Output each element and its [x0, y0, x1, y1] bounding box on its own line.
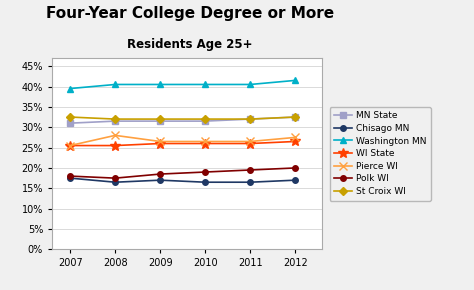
Chisago MN	[292, 178, 298, 182]
WI State	[112, 144, 118, 147]
Line: Polk WI: Polk WI	[67, 165, 298, 181]
WI State	[67, 144, 73, 147]
Washington MN	[202, 83, 208, 86]
St Croix WI	[67, 115, 73, 119]
Polk WI	[112, 176, 118, 180]
Line: MN State: MN State	[67, 114, 298, 126]
Polk WI	[157, 172, 163, 176]
Line: Chisago MN: Chisago MN	[67, 175, 298, 185]
WI State	[202, 142, 208, 145]
MN State	[157, 119, 163, 123]
MN State	[112, 119, 118, 123]
Washington MN	[247, 83, 253, 86]
St Croix WI	[202, 117, 208, 121]
Polk WI	[292, 166, 298, 170]
MN State	[292, 115, 298, 119]
Polk WI	[202, 170, 208, 174]
Pierce WI	[202, 140, 208, 143]
Washington MN	[67, 87, 73, 90]
WI State	[247, 142, 253, 145]
Chisago MN	[112, 180, 118, 184]
Line: Washington MN: Washington MN	[67, 77, 299, 92]
Line: St Croix WI: St Croix WI	[67, 114, 298, 122]
WI State	[292, 140, 298, 143]
Washington MN	[112, 83, 118, 86]
Washington MN	[157, 83, 163, 86]
Washington MN	[292, 79, 298, 82]
St Croix WI	[157, 117, 163, 121]
Text: Residents Age 25+: Residents Age 25+	[127, 38, 252, 51]
Pierce WI	[292, 136, 298, 139]
St Croix WI	[247, 117, 253, 121]
Pierce WI	[67, 144, 73, 147]
Polk WI	[67, 174, 73, 178]
Pierce WI	[157, 140, 163, 143]
Line: Pierce WI: Pierce WI	[66, 131, 300, 150]
Chisago MN	[202, 180, 208, 184]
MN State	[247, 117, 253, 121]
Chisago MN	[247, 180, 253, 184]
Pierce WI	[112, 134, 118, 137]
Chisago MN	[157, 178, 163, 182]
Line: WI State: WI State	[65, 137, 300, 151]
St Croix WI	[292, 115, 298, 119]
St Croix WI	[112, 117, 118, 121]
Legend: MN State, Chisago MN, Washington MN, WI State, Pierce WI, Polk WI, St Croix WI: MN State, Chisago MN, Washington MN, WI …	[329, 107, 431, 201]
MN State	[67, 122, 73, 125]
WI State	[157, 142, 163, 145]
Pierce WI	[247, 140, 253, 143]
MN State	[202, 119, 208, 123]
Chisago MN	[67, 176, 73, 180]
Polk WI	[247, 168, 253, 172]
Text: Four-Year College Degree or More: Four-Year College Degree or More	[46, 6, 334, 21]
